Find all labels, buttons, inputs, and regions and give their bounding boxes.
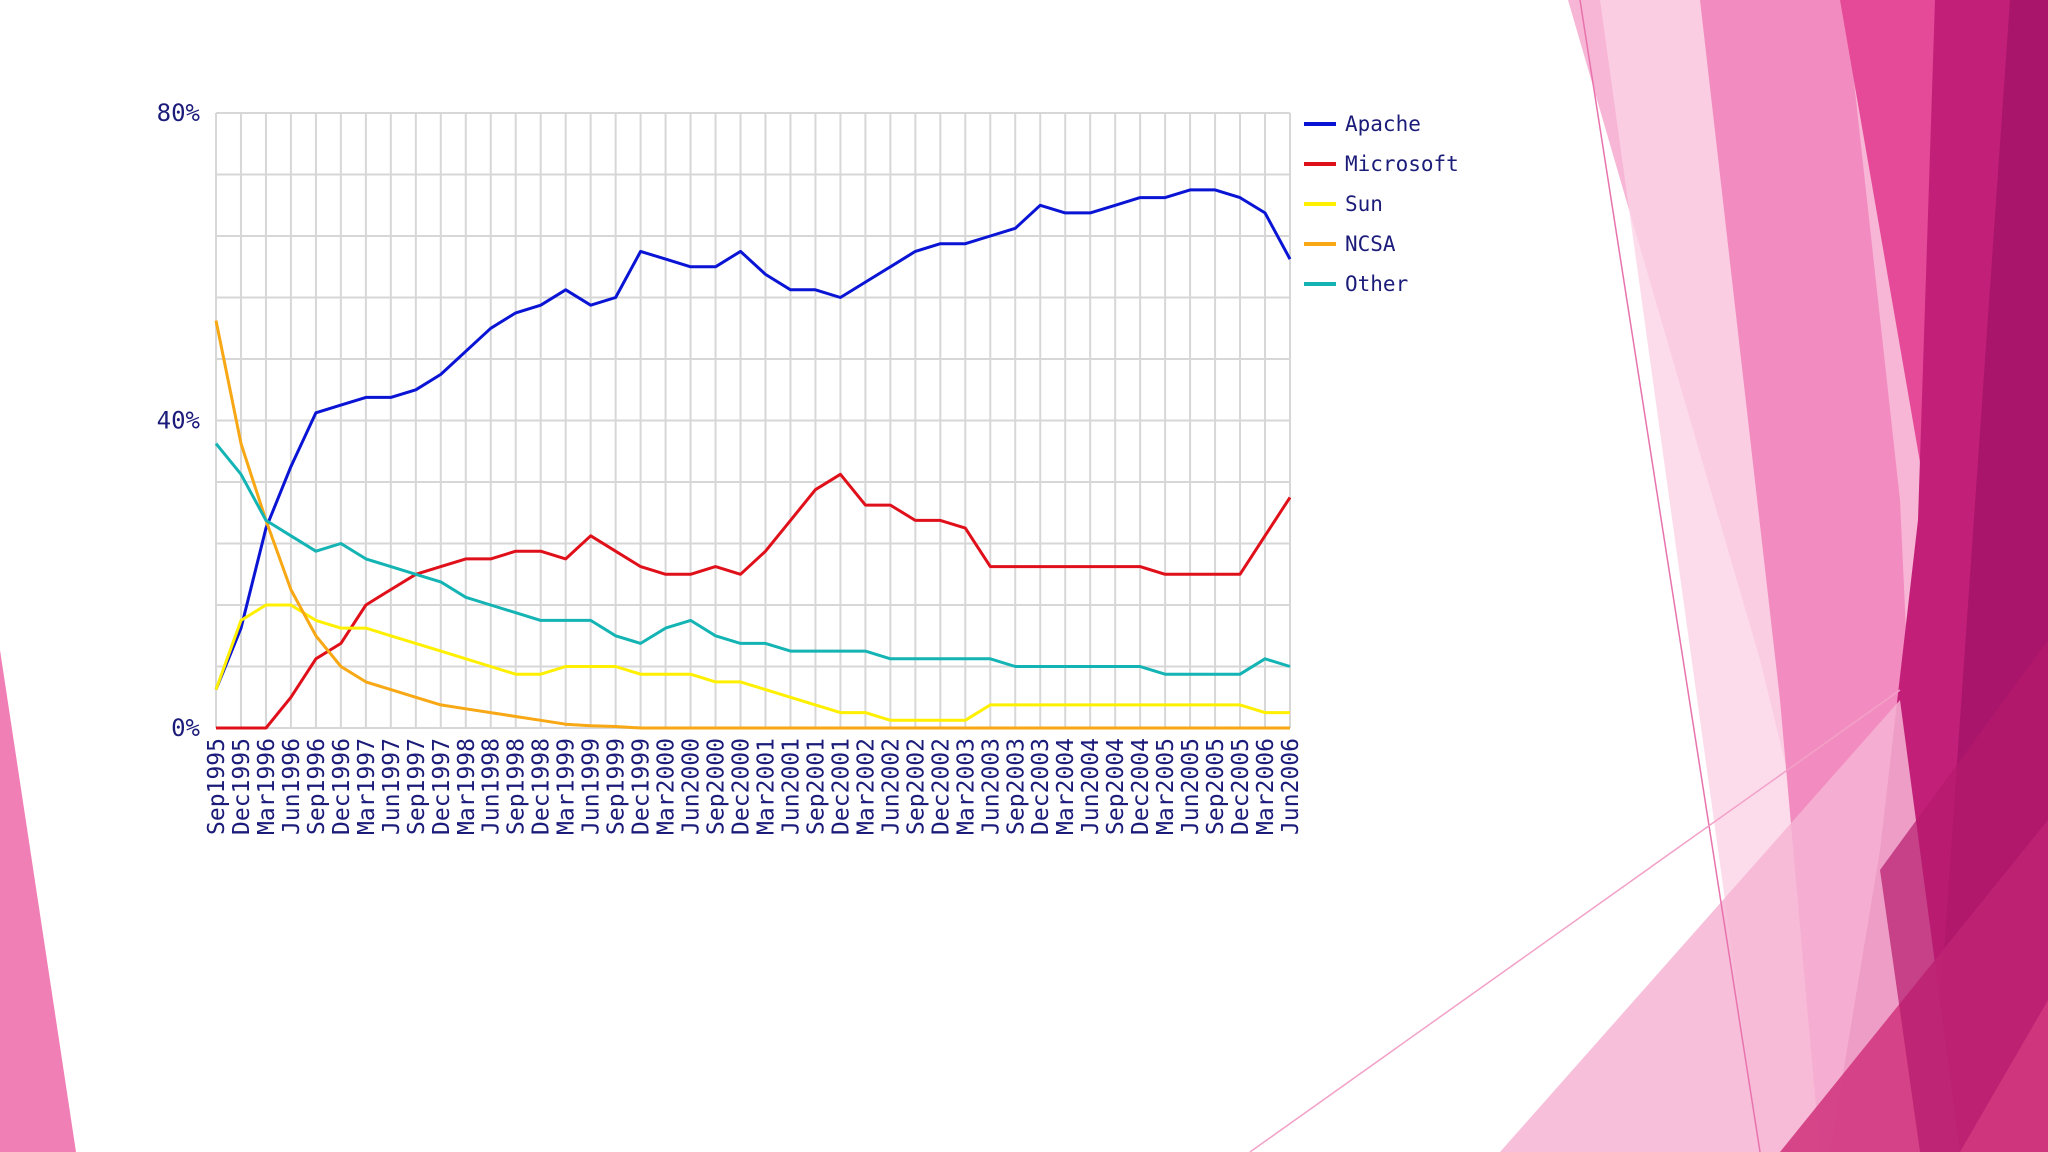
series-line-microsoft [216,472,1292,730]
x-tick-label: Sep1996 [304,738,330,835]
x-tick-label: Sep2005 [1203,738,1229,835]
x-tick-label: Sep2002 [903,738,929,835]
x-tick-label: Mar2005 [1153,738,1179,835]
x-tick-label: Jun2005 [1178,738,1204,835]
series-line-sun [214,603,1290,722]
x-tick-label: Jun1999 [579,738,605,835]
x-tick-label: Dec2003 [1028,738,1054,835]
legend-label-sun: Sun [1345,192,1383,216]
y-tick-label: 0% [171,714,200,742]
legend-label-other: Other [1345,272,1408,296]
legend: Apache Microsoft Sun NCSA Other [1304,112,1459,296]
x-tick-label: Sep2000 [704,738,730,835]
x-tick-label: Mar2006 [1253,738,1279,835]
decor-line-2 [1249,689,1901,1152]
series-line-other [214,442,1291,676]
x-tick-label: Dec1998 [529,738,555,835]
legend-label-microsoft: Microsoft [1345,152,1459,176]
x-tick-label: Jun2001 [778,738,804,835]
x-tick-label: Dec2001 [828,738,854,835]
x-axis-ticks: Sep1995Dec1995Mar1996Jun1996Sep1996Dec19… [204,738,1304,835]
x-tick-label: Jun2004 [1078,738,1104,835]
x-tick-label: Jun2002 [878,738,904,835]
x-tick-label: Sep1999 [604,738,630,835]
x-tick-label: Sep1998 [504,738,530,835]
x-tick-label: Dec1995 [229,738,255,835]
x-tick-label: Jun2003 [978,738,1004,835]
x-tick-label: Dec1996 [329,738,355,835]
x-tick-label: Sep2003 [1003,738,1029,835]
x-tick-label: Mar2004 [1053,738,1079,835]
series-line-apache [214,188,1292,691]
x-tick-label: Mar2003 [953,738,979,835]
x-tick-label: Dec1999 [629,738,655,835]
y-tick-label: 40% [157,407,201,435]
left-accent-shape [0,650,76,1152]
x-tick-label: Sep2004 [1103,738,1129,835]
x-tick-label: Dec2005 [1228,738,1254,835]
x-tick-label: Mar1999 [554,738,580,835]
x-tick-label: Dec2000 [729,738,755,835]
x-tick-label: Mar1997 [354,738,380,835]
series-line-ncsa [214,320,1290,730]
x-tick-label: Jun2006 [1278,738,1304,835]
x-tick-label: Dec2002 [928,738,954,835]
x-tick-label: Mar2000 [654,738,680,835]
x-tick-label: Jun1998 [479,738,505,835]
x-tick-label: Mar2001 [753,738,779,835]
bottom-facet-light [1500,700,1960,1152]
series-lines [214,188,1292,730]
x-tick-label: Sep1995 [204,738,230,835]
x-tick-label: Dec2004 [1128,738,1154,835]
x-tick-label: Sep1997 [404,738,430,835]
y-tick-label: 80% [157,99,201,127]
x-tick-label: Dec1997 [429,738,455,835]
x-tick-label: Jun1996 [279,738,305,835]
y-axis-ticks: 80% 40% 0% [157,99,201,742]
x-tick-label: Jun1997 [379,738,405,835]
x-tick-label: Sep2001 [803,738,829,835]
legend-label-apache: Apache [1345,112,1421,136]
decor-line-1 [1579,0,1761,1152]
x-tick-label: Jun2000 [679,738,705,835]
legend-label-ncsa: NCSA [1345,232,1396,256]
x-tick-label: Mar2002 [853,738,879,835]
bottom-facet-accent [1880,640,2048,1152]
x-tick-label: Mar1996 [254,738,280,835]
x-tick-label: Mar1998 [454,738,480,835]
